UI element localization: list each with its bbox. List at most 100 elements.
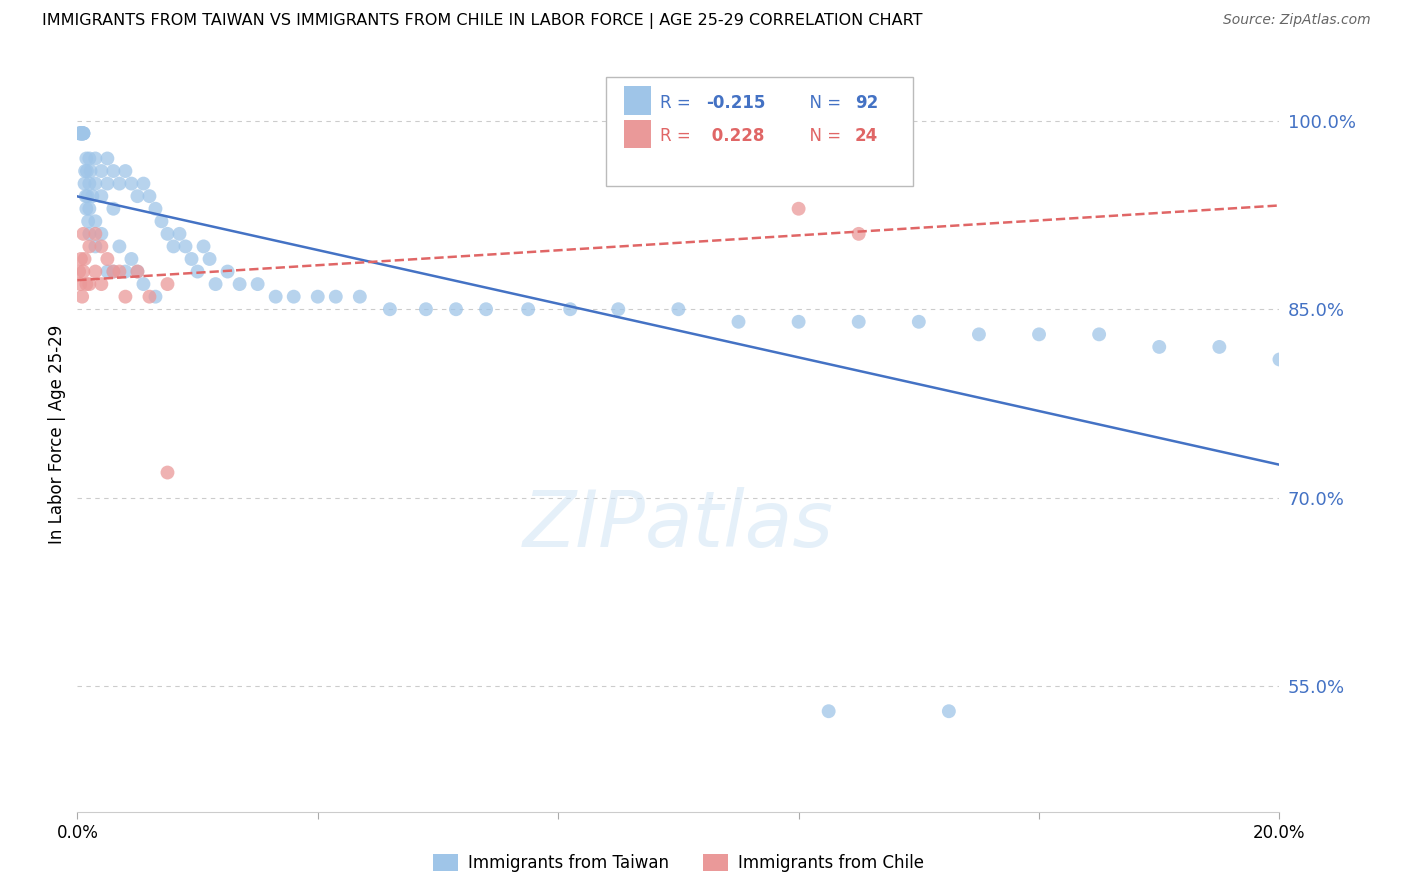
Point bbox=[84, 177, 107, 191]
Point bbox=[145, 202, 167, 216]
Point bbox=[108, 177, 131, 191]
Point bbox=[162, 239, 184, 253]
Text: 92: 92 bbox=[855, 95, 879, 112]
Y-axis label: In Labor Force | Age 25-29: In Labor Force | Age 25-29 bbox=[48, 326, 66, 544]
Point bbox=[727, 315, 749, 329]
Point bbox=[114, 164, 136, 178]
Point bbox=[69, 277, 91, 292]
Point bbox=[103, 202, 125, 216]
Point bbox=[444, 302, 467, 317]
Point bbox=[938, 704, 960, 718]
Point bbox=[307, 290, 329, 304]
Text: ZIPatlas: ZIPatlas bbox=[523, 487, 834, 564]
Point bbox=[70, 127, 93, 141]
Point bbox=[70, 252, 93, 266]
Point bbox=[72, 127, 94, 141]
Point bbox=[132, 277, 155, 292]
Point bbox=[120, 177, 142, 191]
Text: -0.215: -0.215 bbox=[706, 95, 765, 112]
Point bbox=[96, 152, 118, 166]
Point bbox=[96, 252, 118, 266]
Point bbox=[79, 177, 101, 191]
Point bbox=[127, 264, 149, 278]
Point bbox=[108, 239, 131, 253]
Point bbox=[103, 164, 125, 178]
Point bbox=[70, 127, 93, 141]
Point bbox=[75, 277, 97, 292]
Text: N =: N = bbox=[799, 95, 846, 112]
Point bbox=[70, 127, 93, 141]
Point bbox=[72, 227, 94, 241]
Point bbox=[1149, 340, 1171, 354]
Point bbox=[69, 127, 91, 141]
Point bbox=[75, 202, 97, 216]
Point bbox=[120, 252, 142, 266]
Point bbox=[73, 252, 96, 266]
Point bbox=[75, 152, 97, 166]
Point bbox=[204, 277, 226, 292]
Point bbox=[150, 214, 173, 228]
Point bbox=[103, 264, 125, 278]
Point bbox=[1088, 327, 1111, 342]
Point bbox=[90, 227, 112, 241]
Point bbox=[138, 290, 160, 304]
Point bbox=[127, 264, 149, 278]
Text: R =: R = bbox=[661, 128, 696, 145]
Point bbox=[90, 164, 112, 178]
Point bbox=[1208, 340, 1230, 354]
Point bbox=[180, 252, 202, 266]
Point bbox=[76, 189, 98, 203]
Point bbox=[156, 466, 179, 480]
Point bbox=[169, 227, 191, 241]
Point bbox=[246, 277, 269, 292]
Point bbox=[264, 290, 287, 304]
Point bbox=[72, 264, 94, 278]
Point bbox=[283, 290, 305, 304]
Point bbox=[96, 177, 118, 191]
Point bbox=[69, 127, 91, 141]
Point bbox=[127, 189, 149, 203]
Point bbox=[156, 227, 179, 241]
Text: 24: 24 bbox=[855, 128, 879, 145]
Point bbox=[76, 164, 98, 178]
FancyBboxPatch shape bbox=[624, 86, 651, 114]
Point bbox=[114, 290, 136, 304]
Point bbox=[560, 302, 582, 317]
Point bbox=[79, 202, 101, 216]
Point bbox=[84, 152, 107, 166]
Point bbox=[70, 290, 93, 304]
FancyBboxPatch shape bbox=[624, 120, 651, 148]
Point bbox=[90, 277, 112, 292]
Text: Source: ZipAtlas.com: Source: ZipAtlas.com bbox=[1223, 13, 1371, 28]
Text: 0.228: 0.228 bbox=[706, 128, 765, 145]
Point bbox=[79, 277, 101, 292]
Point bbox=[69, 127, 91, 141]
Point bbox=[79, 227, 101, 241]
Point bbox=[70, 127, 93, 141]
Point bbox=[156, 277, 179, 292]
Point bbox=[72, 127, 94, 141]
Point bbox=[67, 127, 90, 141]
Point bbox=[517, 302, 540, 317]
Point bbox=[67, 264, 90, 278]
Point bbox=[77, 214, 100, 228]
Point bbox=[848, 227, 870, 241]
Point bbox=[84, 214, 107, 228]
Point bbox=[378, 302, 401, 317]
Text: N =: N = bbox=[799, 128, 846, 145]
Point bbox=[75, 189, 97, 203]
Point bbox=[84, 264, 107, 278]
Point bbox=[90, 239, 112, 253]
Point bbox=[79, 164, 101, 178]
Text: IMMIGRANTS FROM TAIWAN VS IMMIGRANTS FROM CHILE IN LABOR FORCE | AGE 25-29 CORRE: IMMIGRANTS FROM TAIWAN VS IMMIGRANTS FRO… bbox=[42, 13, 922, 29]
Point bbox=[79, 152, 101, 166]
FancyBboxPatch shape bbox=[606, 77, 912, 186]
Point bbox=[198, 252, 221, 266]
Point bbox=[103, 264, 125, 278]
Point bbox=[1028, 327, 1050, 342]
Point bbox=[72, 127, 94, 141]
Point bbox=[90, 189, 112, 203]
Point bbox=[475, 302, 498, 317]
Point bbox=[1268, 352, 1291, 367]
Point bbox=[848, 315, 870, 329]
